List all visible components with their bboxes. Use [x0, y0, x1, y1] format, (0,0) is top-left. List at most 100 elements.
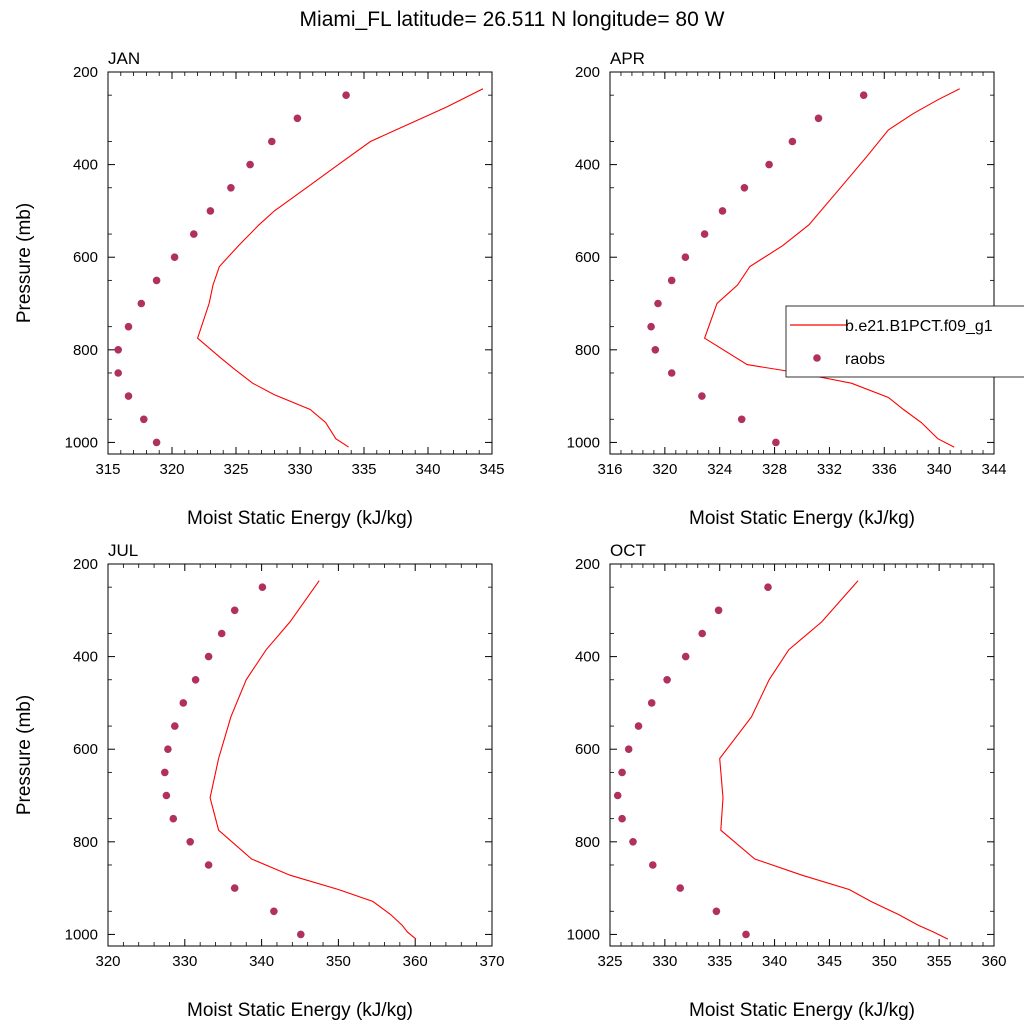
panel-title: APR — [610, 49, 645, 68]
obs-point — [227, 184, 235, 192]
obs-point — [268, 137, 276, 146]
model-series-line — [196, 88, 484, 448]
x-axis-label: Moist Static Energy (kJ/kg) — [689, 1000, 915, 1021]
obs-point — [170, 253, 179, 261]
obs-point — [647, 322, 655, 331]
obs-point — [698, 392, 706, 400]
x-axis-label: Moist Static Energy (kJ/kg) — [187, 508, 413, 529]
panel-apr: APR 316 320 324 328 332 336 340 344 200 400 600 800 1… — [567, 49, 1007, 529]
obs-point — [161, 768, 169, 777]
obs-point — [663, 676, 671, 684]
x-tick-label: 315 — [95, 461, 120, 478]
plot-frame — [609, 563, 995, 947]
obs-point — [649, 861, 657, 869]
obs-point — [114, 346, 122, 354]
y-tick-label: 600 — [575, 249, 600, 266]
obs-point — [297, 930, 305, 939]
plot-frame — [609, 71, 995, 455]
obs-point — [152, 276, 161, 285]
y-tick-label: 200 — [575, 64, 600, 81]
obs-point — [230, 606, 239, 615]
obs-point — [164, 745, 172, 753]
x-tick-label: 328 — [762, 461, 787, 478]
obs-point — [270, 907, 278, 916]
y-tick-label: 400 — [73, 157, 98, 174]
obs-point — [667, 276, 676, 285]
obs-point — [718, 207, 727, 215]
x-tick-label: 360 — [403, 953, 428, 970]
obs-point — [772, 438, 780, 447]
obs-point — [742, 930, 750, 939]
obs-point — [788, 137, 797, 146]
legend-box — [785, 305, 1024, 378]
model-series-line — [719, 580, 949, 940]
x-tick-label: 324 — [707, 461, 732, 478]
obs-point — [230, 884, 239, 892]
x-tick-label: 332 — [817, 461, 842, 478]
panel-title: OCT — [610, 541, 646, 560]
panel-jan: JAN 315 320 325 330 335 340 345 200 400 600 800 1000… — [14, 49, 505, 529]
plot-frame — [107, 563, 493, 947]
obs-point — [859, 91, 868, 99]
legend: b.e21.B1PCT.f09_g1 raobs — [785, 305, 1024, 378]
obs-point — [712, 907, 721, 916]
y-tick-label: 600 — [575, 741, 600, 758]
y-tick-label: 1000 — [567, 926, 600, 943]
y-tick-label: 400 — [73, 649, 98, 666]
x-tick-label: 340 — [927, 461, 952, 478]
panel-jul: JUL 320 330 340 350 360 370 200 400 600 800 1000 Moi… — [14, 541, 505, 1021]
legend-obs-marker — [813, 354, 821, 362]
panel-title: JUL — [108, 541, 138, 560]
x-tick-label: 350 — [326, 953, 351, 970]
y-tick-label: 800 — [73, 834, 98, 851]
y-tick-label: 200 — [73, 556, 98, 573]
panels: JAN 315 320 325 330 335 340 345 200 400 600 800 1000… — [14, 49, 1007, 1021]
y-tick-label: 1000 — [567, 434, 600, 451]
obs-point — [204, 652, 213, 661]
x-tick-label: 320 — [652, 461, 677, 478]
plot-frame — [107, 71, 493, 455]
obs-point — [179, 699, 188, 707]
obs-point — [618, 768, 626, 777]
y-tick-label: 200 — [575, 556, 600, 573]
obs-point — [293, 114, 302, 123]
x-tick-label: 335 — [351, 461, 376, 478]
y-tick-label: 600 — [73, 249, 98, 266]
x-tick-label: 325 — [597, 953, 622, 970]
x-tick-label: 330 — [172, 953, 197, 970]
y-tick-label: 1000 — [65, 926, 98, 943]
y-axis-label: Pressure (mb) — [14, 695, 35, 815]
obs-point — [651, 346, 660, 354]
obs-point — [190, 230, 198, 238]
model-series-line — [209, 580, 417, 940]
obs-point — [342, 91, 350, 99]
legend-obs-label: raobs — [845, 351, 885, 368]
y-tick-label: 1000 — [65, 434, 98, 451]
obs-point — [647, 699, 656, 707]
obs-point — [152, 438, 161, 447]
obs-point — [246, 160, 254, 169]
obs-point — [124, 322, 133, 331]
model-series-line — [703, 88, 960, 448]
obs-point — [162, 791, 171, 800]
y-tick-label: 400 — [575, 157, 600, 174]
obs-point — [204, 861, 213, 869]
obs-point — [171, 722, 179, 730]
y-tick-label: 800 — [575, 342, 600, 359]
x-tick-label: 370 — [479, 953, 504, 970]
obs-point — [629, 838, 637, 846]
figure-title: Miami_FL latitude= 26.511 N longitude= 8… — [300, 8, 725, 31]
obs-point — [667, 369, 676, 377]
x-tick-label: 325 — [223, 461, 248, 478]
x-tick-label: 360 — [981, 953, 1006, 970]
panel-title: JAN — [108, 49, 140, 68]
y-tick-label: 800 — [73, 342, 98, 359]
obs-point — [814, 114, 823, 123]
obs-point — [737, 415, 746, 424]
obs-point — [124, 392, 133, 400]
obs-point — [764, 583, 772, 591]
x-tick-label: 320 — [95, 953, 120, 970]
obs-point — [714, 606, 723, 615]
y-tick-label: 800 — [575, 834, 600, 851]
